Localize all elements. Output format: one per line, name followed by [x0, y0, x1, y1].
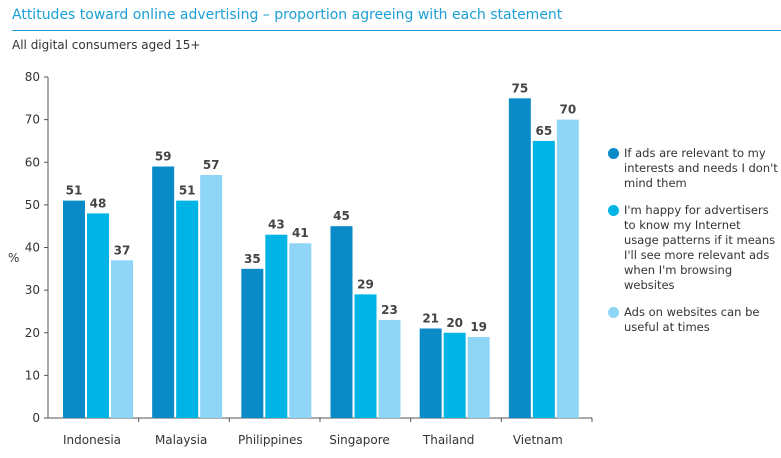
data-label: 21 [422, 311, 439, 325]
bar-vietnam-series-1 [508, 98, 531, 418]
y-tick-label: 80 [25, 70, 40, 84]
data-label: 65 [535, 124, 552, 138]
y-tick-label: 40 [25, 241, 40, 255]
data-label: 23 [381, 303, 398, 317]
y-tick-label: 70 [25, 113, 40, 127]
legend-swatch-icon [608, 148, 619, 159]
data-label: 45 [333, 209, 350, 223]
bar-philippines-series-3 [289, 243, 312, 418]
data-label: 59 [155, 150, 172, 164]
data-label: 48 [90, 196, 107, 210]
x-tick-label: Philippines [238, 433, 303, 447]
bar-philippines-series-2 [265, 234, 288, 418]
bar-thailand-series-3 [467, 337, 490, 418]
bar-indonesia-series-3 [111, 260, 133, 418]
bar-indonesia-series-1 [63, 200, 85, 418]
y-tick-label: 0 [32, 411, 40, 425]
chart-subtitle: All digital consumers aged 15+ [12, 38, 201, 52]
legend-label: Ads on websites can be useful at times [624, 305, 760, 334]
y-tick-label: 30 [25, 283, 40, 297]
bar-thailand-series-1 [419, 328, 442, 418]
data-label: 20 [446, 316, 463, 330]
data-label: 35 [244, 252, 261, 266]
y-tick-label: 60 [25, 155, 40, 169]
x-tick-label: Vietnam [513, 433, 563, 447]
data-label: 57 [203, 158, 220, 172]
data-label: 70 [559, 103, 576, 117]
legend-label: I'm happy for advertisers to know my Int… [624, 203, 776, 292]
y-axis-label: % [8, 251, 19, 265]
legend: If ads are relevant to my interests and … [608, 146, 778, 347]
bar-vietnam-series-3 [556, 119, 579, 418]
data-label: 75 [511, 81, 528, 95]
bar-singapore-series-2 [354, 294, 377, 418]
y-tick-label: 20 [25, 326, 40, 340]
data-label: 43 [268, 218, 285, 232]
legend-item: I'm happy for advertisers to know my Int… [608, 203, 778, 293]
bar-indonesia-series-2 [87, 213, 109, 418]
legend-swatch-icon [608, 205, 619, 216]
data-label: 19 [470, 320, 487, 334]
legend-item: If ads are relevant to my interests and … [608, 146, 778, 191]
legend-label: If ads are relevant to my interests and … [624, 146, 778, 190]
x-tick-label: Indonesia [63, 433, 121, 447]
data-label: 37 [114, 243, 131, 257]
bar-thailand-series-2 [443, 332, 466, 418]
bar-malaysia-series-1 [152, 166, 175, 418]
bar-malaysia-series-3 [200, 175, 223, 418]
bar-malaysia-series-2 [176, 200, 199, 418]
bar-vietnam-series-2 [532, 140, 555, 418]
legend-swatch-icon [608, 307, 619, 318]
y-tick-label: 10 [25, 368, 40, 382]
chart-title: Attitudes toward online advertising – pr… [12, 7, 563, 23]
x-tick-label: Malaysia [155, 433, 207, 447]
x-tick-label: Singapore [329, 433, 390, 447]
legend-item: Ads on websites can be useful at times [608, 305, 778, 335]
title-divider [12, 30, 781, 31]
data-label: 41 [292, 226, 309, 240]
data-label: 51 [179, 184, 196, 198]
data-label: 51 [66, 184, 83, 198]
bar-singapore-series-1 [330, 226, 353, 418]
data-label: 29 [357, 277, 374, 291]
bar-singapore-series-3 [378, 319, 401, 418]
bar-philippines-series-1 [241, 268, 264, 418]
y-tick-label: 50 [25, 198, 40, 212]
x-tick-label: Thailand [422, 433, 475, 447]
